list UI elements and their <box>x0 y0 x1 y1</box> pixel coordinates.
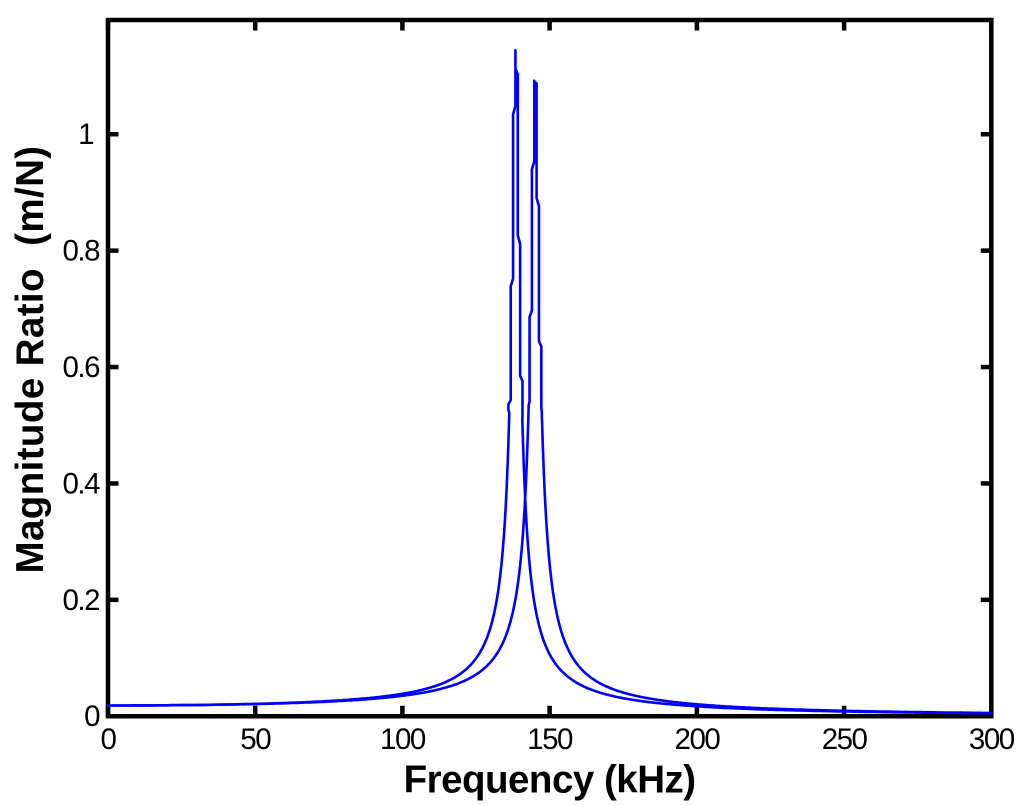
svg-text:300: 300 <box>969 723 1015 756</box>
svg-text:0.4: 0.4 <box>62 467 100 500</box>
svg-text:1: 1 <box>78 118 93 151</box>
svg-text:150: 150 <box>527 723 573 756</box>
svg-text:0.6: 0.6 <box>62 351 100 384</box>
svg-text:Frequency (kHz): Frequency (kHz) <box>404 759 696 802</box>
svg-text:50: 50 <box>240 723 271 756</box>
svg-text:0: 0 <box>84 700 100 733</box>
svg-text:100: 100 <box>380 723 426 756</box>
svg-text:0.2: 0.2 <box>62 584 99 617</box>
svg-text:Magnitude Ratio (m/N): Magnitude Ratio (m/N) <box>9 146 52 574</box>
svg-text:200: 200 <box>675 723 721 756</box>
svg-text:0.8: 0.8 <box>62 235 100 268</box>
svg-text:0: 0 <box>101 723 117 756</box>
svg-text:250: 250 <box>822 723 868 756</box>
